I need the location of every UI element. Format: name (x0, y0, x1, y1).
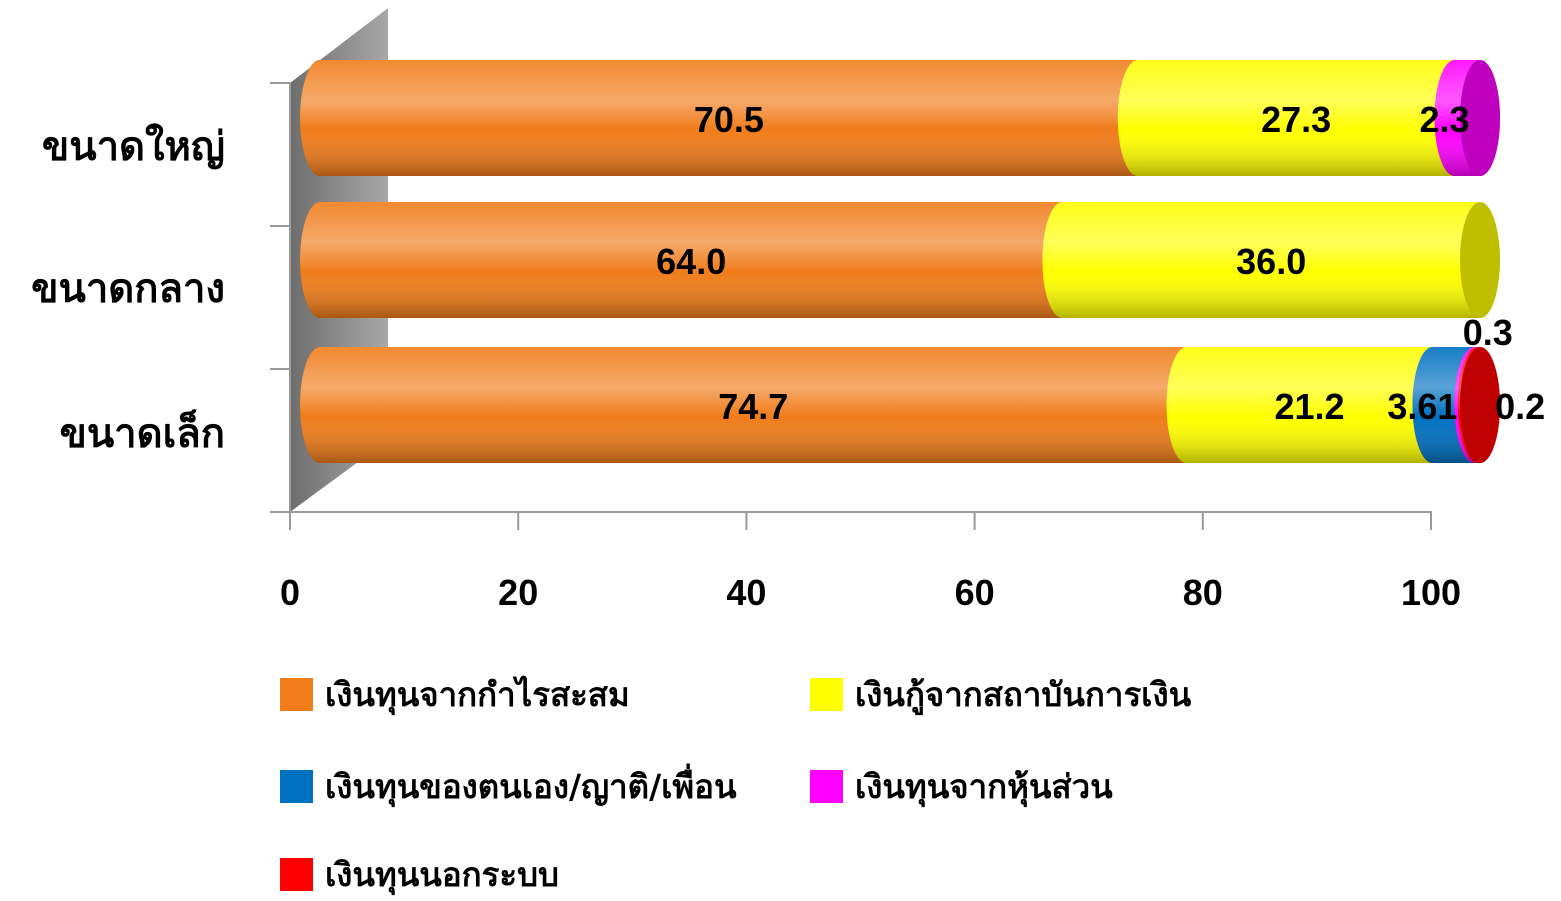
legend-swatch (810, 770, 843, 803)
legend-item: เงินทุนจากหุ้นส่วน (810, 760, 1113, 813)
bars (300, 60, 1500, 463)
axes (270, 82, 1432, 530)
data-label: 0.2 (1495, 386, 1545, 427)
data-label: 70.5 (694, 99, 764, 140)
legend-item: เงินทุนของตนเอง/ญาติ/เพื่อน (280, 760, 737, 813)
bar-segment-shading (1042, 202, 1500, 318)
legend-label: เงินทุนจากกำไรสะสม (325, 675, 630, 714)
x-tick-label: 100 (1401, 572, 1461, 613)
legend-label: เงินกู้จากสถาบันการเงิน (855, 675, 1192, 714)
data-label: 36.0 (1236, 241, 1306, 282)
data-label: 27.3 (1261, 99, 1331, 140)
category-label: ขนาดกลาง (31, 266, 225, 312)
legend-swatch (280, 678, 313, 711)
bar-segment-shading (300, 60, 1158, 176)
legend-swatch (810, 678, 843, 711)
legend-label: เงินทุนจากหุ้นส่วน (855, 767, 1113, 806)
legend-label: เงินทุนนอกระบบ (325, 855, 559, 894)
data-label: 2.3 (1419, 99, 1469, 140)
data-label: 74.7 (718, 386, 788, 427)
bar-segment-shading (1117, 60, 1475, 176)
bar-segment-shading (300, 347, 1207, 463)
bar-end-cap (1460, 347, 1500, 463)
data-label: 3.61 (1387, 386, 1457, 427)
x-tick-label: 40 (726, 572, 766, 613)
legend-swatch (280, 770, 313, 803)
bar-end-cap (1460, 202, 1500, 318)
legend-item: เงินทุนจากกำไรสะสม (280, 668, 630, 721)
bar-segment-shading (300, 202, 1083, 318)
category-label: ขนาดใหญ่ (42, 123, 225, 170)
legend-label: เงินทุนของตนเอง/ญาติ/เพื่อน (325, 767, 737, 806)
x-tick-label: 60 (955, 572, 995, 613)
data-label: 21.2 (1274, 386, 1344, 427)
x-tick-label: 80 (1183, 572, 1223, 613)
x-tick-label: 20 (498, 572, 538, 613)
data-label: 0.3 (1463, 312, 1513, 353)
bar-end-cap (1460, 60, 1500, 176)
bar-segment-shading (1166, 347, 1453, 463)
legend-swatch (280, 858, 313, 891)
x-tick-label: 0 (280, 572, 300, 613)
data-label: 64.0 (656, 241, 726, 282)
legend-item: เงินทุนนอกระบบ (280, 848, 559, 901)
category-label: ขนาดเล็ก (59, 408, 225, 457)
legend-item: เงินกู้จากสถาบันการเงิน (810, 668, 1191, 721)
